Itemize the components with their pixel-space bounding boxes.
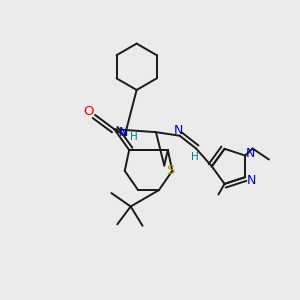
Text: N: N: [246, 147, 255, 160]
Text: H: H: [130, 132, 137, 142]
Text: O: O: [83, 106, 94, 118]
Text: N: N: [173, 124, 183, 137]
Text: H: H: [191, 152, 199, 162]
Text: N: N: [118, 126, 128, 139]
Text: N: N: [246, 174, 256, 187]
Text: S: S: [167, 164, 175, 177]
